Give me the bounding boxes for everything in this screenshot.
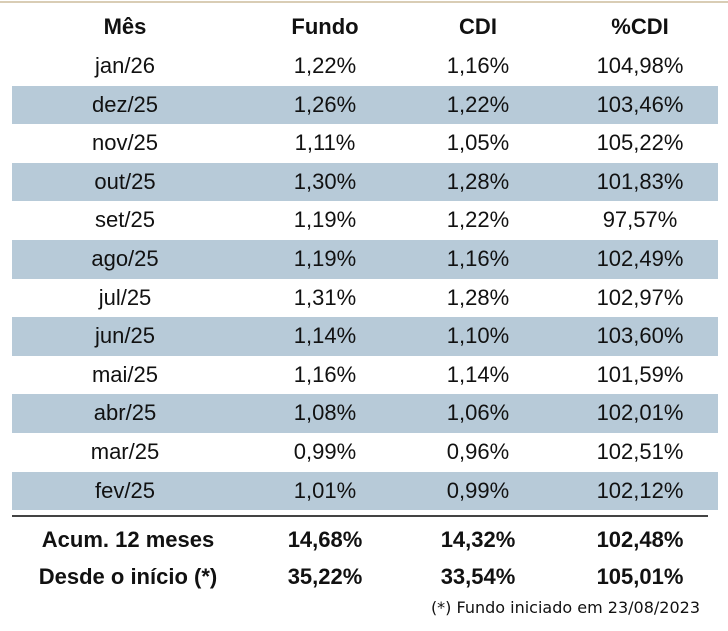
table-cell: 103,46% xyxy=(596,91,684,117)
table-cell: 102,49% xyxy=(596,246,684,271)
row-stripe xyxy=(12,85,718,125)
table-cell: 102,01% xyxy=(596,400,684,426)
table-cell: 1,16% xyxy=(446,53,510,78)
table-cell: 104,98% xyxy=(596,53,684,78)
row-stripe xyxy=(12,317,718,356)
table-cell: 0,99% xyxy=(293,439,357,464)
table-cell: 1,05% xyxy=(446,130,510,156)
table-cell: 1,11% xyxy=(294,130,356,156)
row-stripe xyxy=(12,394,718,433)
header-cell: Mês xyxy=(103,14,147,39)
summary-value: 33,54% xyxy=(440,564,516,589)
summary-label: Desde o início (*) xyxy=(38,564,218,589)
table-cell: nov/25 xyxy=(91,130,159,156)
table-cell: 1,26% xyxy=(293,91,357,117)
header-cell: Fundo xyxy=(291,14,359,39)
table-cell: 1,28% xyxy=(446,284,510,310)
footnote: (*) Fundo iniciado em 23/08/2023 xyxy=(430,598,700,617)
summary-value: 102,48% xyxy=(596,527,684,552)
table-cell: 1,22% xyxy=(446,91,510,117)
table-cell: 1,19% xyxy=(293,207,357,233)
table-cell: out/25 xyxy=(94,168,156,194)
row-stripe xyxy=(12,240,718,279)
table-cell: 1,31% xyxy=(293,284,357,310)
table-cell: 1,28% xyxy=(446,168,510,194)
table-cell: ago/25 xyxy=(91,246,159,271)
row-stripe xyxy=(12,162,718,202)
table-cell: dez/25 xyxy=(91,91,159,117)
table-cell: 1,14% xyxy=(293,323,357,349)
table-cell: mar/25 xyxy=(90,439,160,464)
table-cell: 1,16% xyxy=(446,246,510,271)
summary-value: 14,32% xyxy=(440,527,516,552)
table-cell: 102,12% xyxy=(596,477,684,503)
table-cell: jun/25 xyxy=(95,323,155,349)
table-cell: 0,99% xyxy=(446,477,510,503)
table-cell: 101,83% xyxy=(596,168,684,194)
table-cell: 1,14% xyxy=(446,361,510,387)
table-cell: set/25 xyxy=(95,207,155,233)
top-border xyxy=(0,1,728,3)
table-cell: abr/25 xyxy=(93,400,157,426)
separator xyxy=(12,515,708,517)
table-cell: fev/25 xyxy=(95,477,155,503)
summary-label: Acum. 12 meses xyxy=(41,527,215,552)
row-stripe xyxy=(12,471,718,511)
table-cell: 1,01% xyxy=(293,477,357,503)
header-cell: CDI xyxy=(459,14,497,39)
summary-value: 105,01% xyxy=(596,564,684,589)
table-cell: 0,96% xyxy=(446,439,510,464)
table-cell: 1,08% xyxy=(293,400,357,426)
table-cell: 105,22% xyxy=(596,130,684,156)
table-cell: 101,59% xyxy=(596,361,684,387)
table-cell: 1,22% xyxy=(293,53,357,78)
summary-value: 35,22% xyxy=(287,564,363,589)
header-cell: %CDI xyxy=(611,14,669,39)
table-cell: 1,16% xyxy=(293,361,357,387)
summary-value: 14,68% xyxy=(287,527,363,552)
table-cell: 102,51% xyxy=(596,439,684,464)
table-cell: mai/25 xyxy=(91,361,159,387)
table-cell: jan/26 xyxy=(95,53,155,78)
table-cell: 103,60% xyxy=(596,323,684,349)
table-cell: 1,10% xyxy=(446,323,510,349)
table-cell: 97,57% xyxy=(602,207,678,233)
table-cell: 1,19% xyxy=(293,246,357,271)
table-cell: 1,30% xyxy=(293,168,357,194)
table-cell: 1,06% xyxy=(446,400,510,426)
table-cell: jul/25 xyxy=(98,284,152,310)
table-cell: 102,97% xyxy=(596,284,684,310)
table-cell: 1,22% xyxy=(446,207,510,233)
